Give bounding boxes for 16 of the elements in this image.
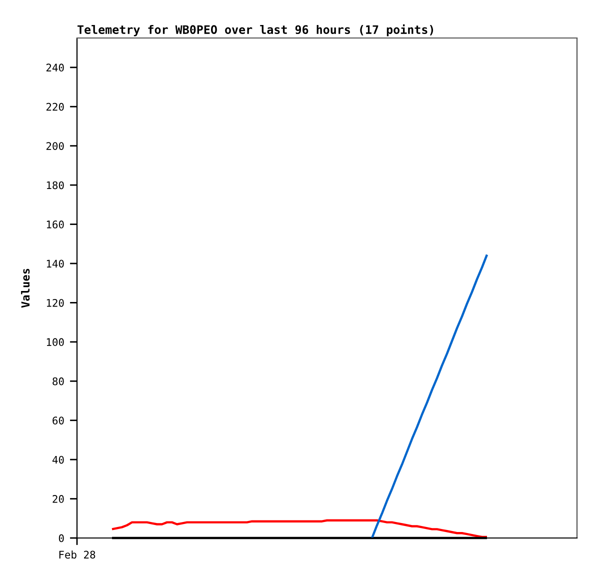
y-tick-label: 160: [46, 220, 64, 228]
x-tick-label: Feb 28: [59, 550, 96, 559]
y-tick-label: 180: [46, 181, 64, 190]
chart-title: Telemetry for WB0PEO over last 96 hours (17 points): [78, 24, 434, 36]
y-tick-label: 40: [52, 456, 64, 464]
y-tick-label: 220: [46, 102, 64, 111]
y-axis-title: Values: [21, 268, 30, 308]
y-tick-label: 60: [52, 416, 64, 424]
y-tick-label: 80: [52, 377, 64, 386]
y-tick-label: 200: [46, 142, 64, 150]
y-tick-label: 140: [46, 260, 64, 268]
y-tick-label: 100: [46, 338, 64, 346]
y-tick-label: 20: [52, 495, 64, 503]
y-tick-label: 240: [46, 64, 64, 72]
y-tick-label: 0: [58, 534, 64, 542]
y-tick-label: 120: [46, 298, 64, 307]
